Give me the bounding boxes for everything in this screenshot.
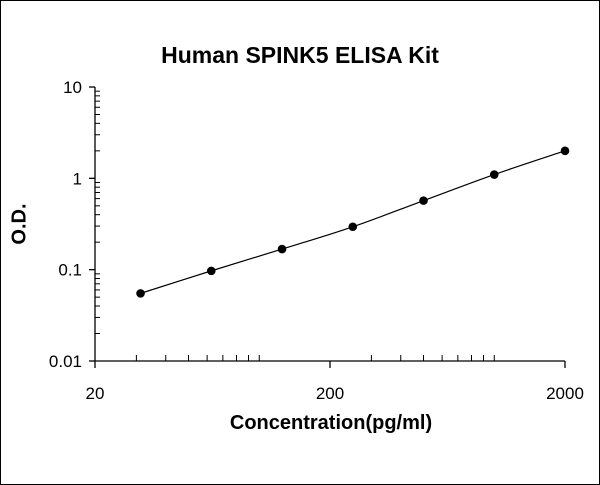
y-tick-label: 0.01 xyxy=(49,352,82,371)
data-point xyxy=(277,244,287,254)
x-tick-label: 200 xyxy=(316,384,344,403)
data-point xyxy=(419,196,428,205)
y-tick-label: 1 xyxy=(73,169,82,188)
y-tick-label: 10 xyxy=(63,78,82,97)
data-point xyxy=(136,289,145,298)
chart-title: Human SPINK5 ELISA Kit xyxy=(161,42,439,68)
fit-curve xyxy=(140,150,566,294)
x-tick-label: 2000 xyxy=(546,384,584,403)
data-point xyxy=(206,266,216,276)
data-point xyxy=(489,170,499,179)
y-tick-label: 0.1 xyxy=(58,261,82,280)
data-point xyxy=(560,146,570,156)
x-tick-label: 20 xyxy=(86,384,105,403)
data-point xyxy=(348,222,358,232)
x-axis-label: Concentration(pg/ml) xyxy=(229,412,433,434)
